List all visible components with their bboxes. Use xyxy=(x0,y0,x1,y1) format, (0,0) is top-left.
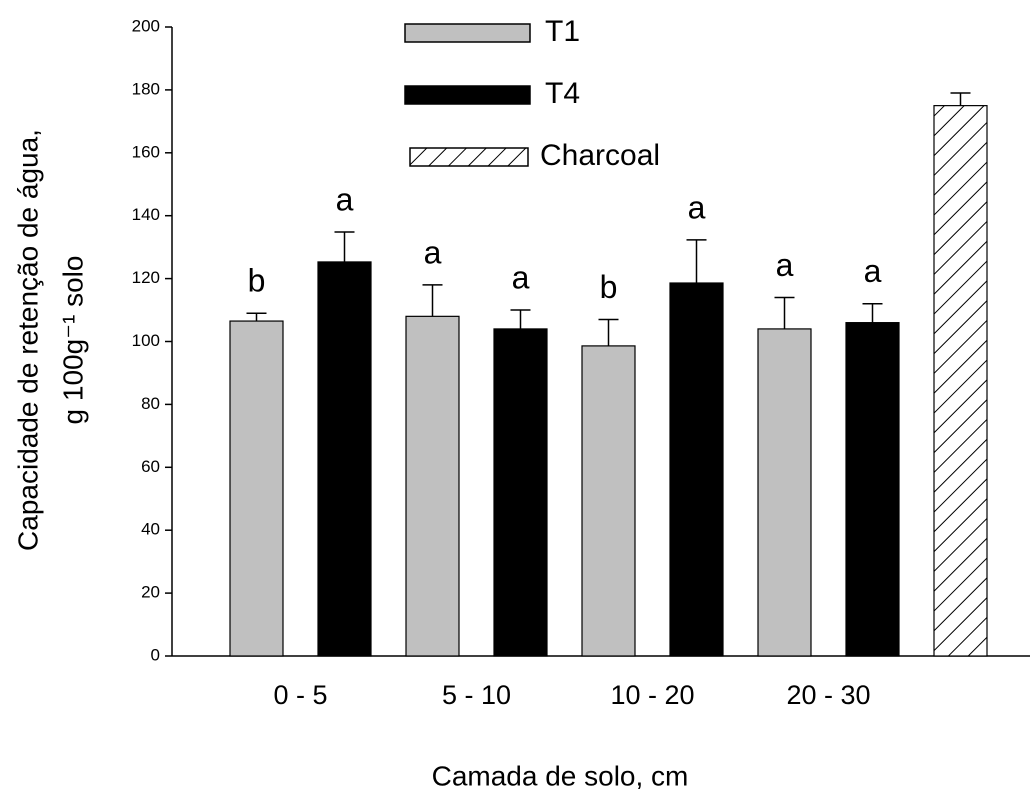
bar xyxy=(581,345,636,657)
error-bar xyxy=(950,92,971,106)
error-bar xyxy=(774,296,795,329)
significance-letter: a xyxy=(776,247,794,283)
bar xyxy=(229,320,284,657)
legend-label: Charcoal xyxy=(540,139,660,172)
significance-letter: a xyxy=(512,260,530,296)
y-tick-label: 0 xyxy=(151,645,160,664)
error-bar xyxy=(598,318,619,346)
bar xyxy=(757,328,812,657)
legend-swatch xyxy=(404,85,531,105)
error-bar xyxy=(510,309,531,329)
y-tick-label: 120 xyxy=(132,268,160,287)
y-tick-label: 100 xyxy=(132,331,160,350)
bar xyxy=(669,282,724,657)
significance-letter: a xyxy=(688,189,706,225)
x-tick-label: 0 - 5 xyxy=(273,680,327,710)
significance-letter: b xyxy=(248,263,266,299)
significance-letter: a xyxy=(336,182,354,218)
x-tick-label: 20 - 30 xyxy=(786,680,870,710)
legend-label: T4 xyxy=(545,77,580,110)
y-tick-label: 20 xyxy=(141,583,160,602)
y-tick-label: 160 xyxy=(132,142,160,161)
legend-swatch xyxy=(409,147,529,167)
bar xyxy=(845,322,900,657)
bar xyxy=(405,315,460,657)
significance-letter: b xyxy=(600,269,618,305)
error-bar xyxy=(686,239,707,284)
significance-letter: a xyxy=(864,253,882,289)
y-axis-title: Capacidade de retenção de água, xyxy=(12,129,43,551)
error-bar xyxy=(246,312,267,322)
x-axis-title: Camada de solo, cm xyxy=(432,760,689,791)
y-tick-label: 180 xyxy=(132,79,160,98)
y-tick-label: 140 xyxy=(132,205,160,224)
error-bar xyxy=(422,284,443,317)
error-bar xyxy=(862,303,883,323)
bar xyxy=(317,261,372,657)
bar xyxy=(933,105,988,657)
y-tick-label: 80 xyxy=(141,394,160,413)
y-tick-label: 60 xyxy=(141,457,160,476)
y-tick-label: 40 xyxy=(141,520,160,539)
bar xyxy=(493,328,548,657)
x-tick-label: 10 - 20 xyxy=(610,680,694,710)
x-tick-label: 5 - 10 xyxy=(442,680,511,710)
significance-letter: a xyxy=(424,234,442,270)
legend-label: T1 xyxy=(545,15,580,48)
y-axis-title: g 100g⁻¹ solo xyxy=(57,256,88,425)
error-bar xyxy=(334,231,355,262)
legend-swatch xyxy=(404,23,531,43)
y-tick-label: 200 xyxy=(132,16,160,35)
